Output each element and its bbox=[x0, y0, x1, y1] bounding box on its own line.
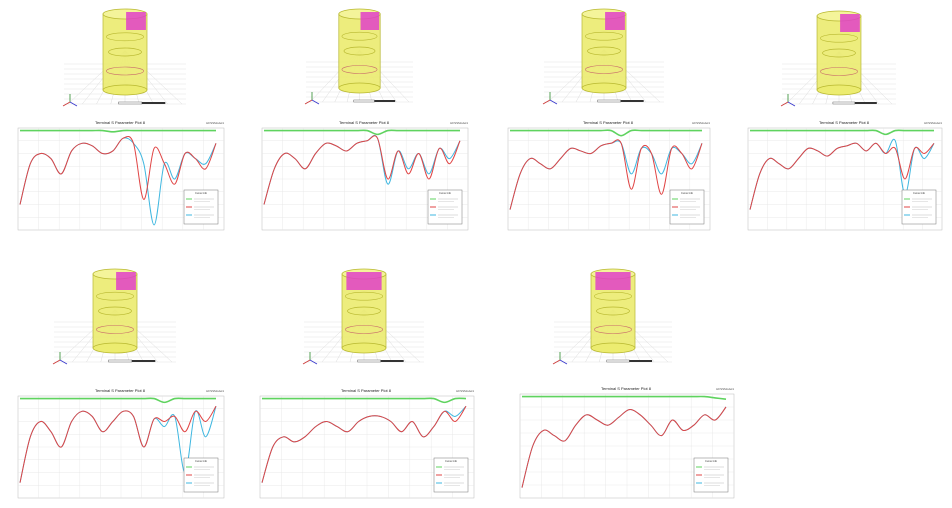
plot-svg: Terminal S Parameter Plot 8 HFSSModel1 Cur… bbox=[17, 120, 224, 231]
model-thumbnail-2 bbox=[302, 2, 417, 108]
s-parameter-plot-4: Terminal S Parameter Plot 8 HFSSModel1 Cur… bbox=[736, 118, 952, 238]
plot-title: Terminal S Parameter Plot 8 bbox=[341, 388, 392, 393]
model-thumbnail-7 bbox=[550, 262, 676, 368]
scale-bar bbox=[832, 101, 877, 105]
plot-svg: Terminal S Parameter Plot 8 HFSSModel1 Cur… bbox=[747, 120, 942, 231]
legend-heading: Curve Info bbox=[445, 459, 458, 463]
top-series-line bbox=[509, 129, 702, 137]
model-thumbnail-4 bbox=[778, 4, 900, 110]
cylinder-model bbox=[816, 10, 862, 96]
plot-title: Terminal S Parameter Plot 8 bbox=[819, 120, 870, 125]
scale-bar bbox=[357, 359, 404, 363]
plot-tag: HFSSModel1 bbox=[206, 389, 224, 393]
legend: Curve Info bbox=[433, 457, 469, 493]
antenna-patch bbox=[360, 12, 380, 30]
top-series-line bbox=[261, 397, 467, 404]
top-series-line bbox=[19, 129, 216, 133]
red-series-line bbox=[521, 406, 727, 488]
legend: Curve Info bbox=[901, 189, 937, 225]
legend-heading: Curve Info bbox=[705, 459, 718, 463]
plot-title: Terminal S Parameter Plot 8 bbox=[583, 120, 634, 125]
plot-title: Terminal S Parameter Plot 8 bbox=[95, 120, 146, 125]
red-series-line bbox=[749, 142, 935, 210]
plot-svg: Terminal S Parameter Plot 8 HFSSModel1 Cur… bbox=[519, 386, 734, 499]
plot-tag: HFSSModel1 bbox=[692, 121, 710, 125]
model-view-svg bbox=[542, 8, 664, 105]
s-parameter-plot-6: Terminal S Parameter Plot 8 HFSSModel1 Cur… bbox=[248, 386, 484, 506]
model-thumbnail-3 bbox=[540, 2, 668, 108]
model-thumbnail-1 bbox=[60, 2, 190, 110]
red-series-line bbox=[19, 135, 217, 205]
s-parameter-plot-1: Terminal S Parameter Plot 8 HFSSModel1 Cur… bbox=[6, 118, 234, 238]
axis-triad-icon bbox=[304, 92, 320, 105]
plot-title: Terminal S Parameter Plot 8 bbox=[601, 386, 652, 391]
legend-heading: Curve Info bbox=[195, 459, 208, 463]
plot-tag: HFSSModel1 bbox=[716, 387, 734, 391]
s-parameter-plot-5: Terminal S Parameter Plot 8 HFSSModel1 Cur… bbox=[6, 386, 234, 506]
axis-triad-icon bbox=[302, 352, 318, 365]
plot-svg: Terminal S Parameter Plot 8 HFSSModel1 Cur… bbox=[507, 120, 710, 231]
s-parameter-plot-3: Terminal S Parameter Plot 8 HFSSModel1 Cur… bbox=[496, 118, 720, 238]
scale-bar bbox=[108, 359, 156, 363]
axis-triad-icon bbox=[542, 92, 558, 105]
antenna-patch bbox=[126, 12, 146, 30]
model-thumbnail-5 bbox=[50, 262, 180, 368]
antenna-patch bbox=[116, 272, 136, 290]
plot-tag: HFSSModel1 bbox=[450, 121, 468, 125]
top-series-line bbox=[749, 129, 934, 136]
model-view-svg bbox=[302, 268, 424, 365]
top-series-line bbox=[263, 129, 460, 136]
axis-triad-icon bbox=[780, 94, 796, 107]
scale-bar bbox=[597, 99, 644, 103]
plot-tag: HFSSModel1 bbox=[924, 121, 942, 125]
axis-triad-icon bbox=[62, 94, 78, 107]
legend-heading: Curve Info bbox=[439, 191, 452, 195]
plot-svg: Terminal S Parameter Plot 8 HFSSModel1 Cur… bbox=[17, 388, 224, 499]
plot-tag: HFSSModel1 bbox=[456, 389, 474, 393]
plot-tag: HFSSModel1 bbox=[206, 121, 224, 125]
antenna-patch bbox=[840, 14, 860, 32]
antenna-patch bbox=[605, 12, 625, 30]
model-thumbnail-6 bbox=[300, 262, 428, 368]
s-parameter-plot-7: Terminal S Parameter Plot 8 HFSSModel1 Cur… bbox=[508, 384, 744, 506]
model-view-svg bbox=[304, 8, 413, 105]
legend: Curve Info bbox=[183, 189, 219, 225]
legend-heading: Curve Info bbox=[913, 191, 926, 195]
scale-bar bbox=[353, 99, 396, 103]
axis-triad-icon bbox=[52, 352, 68, 365]
plot-svg: Terminal S Parameter Plot 8 HFSSModel1 Cur… bbox=[259, 388, 474, 499]
red-series-line bbox=[509, 139, 703, 210]
red-series-line bbox=[261, 405, 467, 483]
model-view-svg bbox=[780, 10, 896, 107]
model-view-svg bbox=[62, 8, 186, 107]
legend-heading: Curve Info bbox=[195, 191, 208, 195]
scale-bar bbox=[606, 359, 653, 363]
antenna-patch bbox=[346, 272, 382, 290]
s-parameter-plot-2: Terminal S Parameter Plot 8 HFSSModel1 Cur… bbox=[250, 118, 478, 238]
top-series-line bbox=[521, 395, 727, 400]
model-view-svg bbox=[552, 268, 672, 365]
top-series-line bbox=[19, 397, 216, 404]
legend: Curve Info bbox=[427, 189, 463, 225]
scale-bar bbox=[118, 101, 166, 105]
legend: Curve Info bbox=[693, 457, 729, 493]
model-view-svg bbox=[52, 268, 176, 365]
red-series-line bbox=[263, 135, 461, 205]
plot-svg: Terminal S Parameter Plot 8 HFSSModel1 Cur… bbox=[261, 120, 468, 231]
antenna-patch bbox=[595, 272, 631, 290]
legend: Curve Info bbox=[669, 189, 705, 225]
plot-title: Terminal S Parameter Plot 8 bbox=[95, 388, 146, 393]
red-series-line bbox=[19, 405, 217, 483]
legend: Curve Info bbox=[183, 457, 219, 493]
legend-heading: Curve Info bbox=[681, 191, 694, 195]
plot-title: Terminal S Parameter Plot 8 bbox=[339, 120, 390, 125]
axis-triad-icon bbox=[552, 352, 568, 365]
